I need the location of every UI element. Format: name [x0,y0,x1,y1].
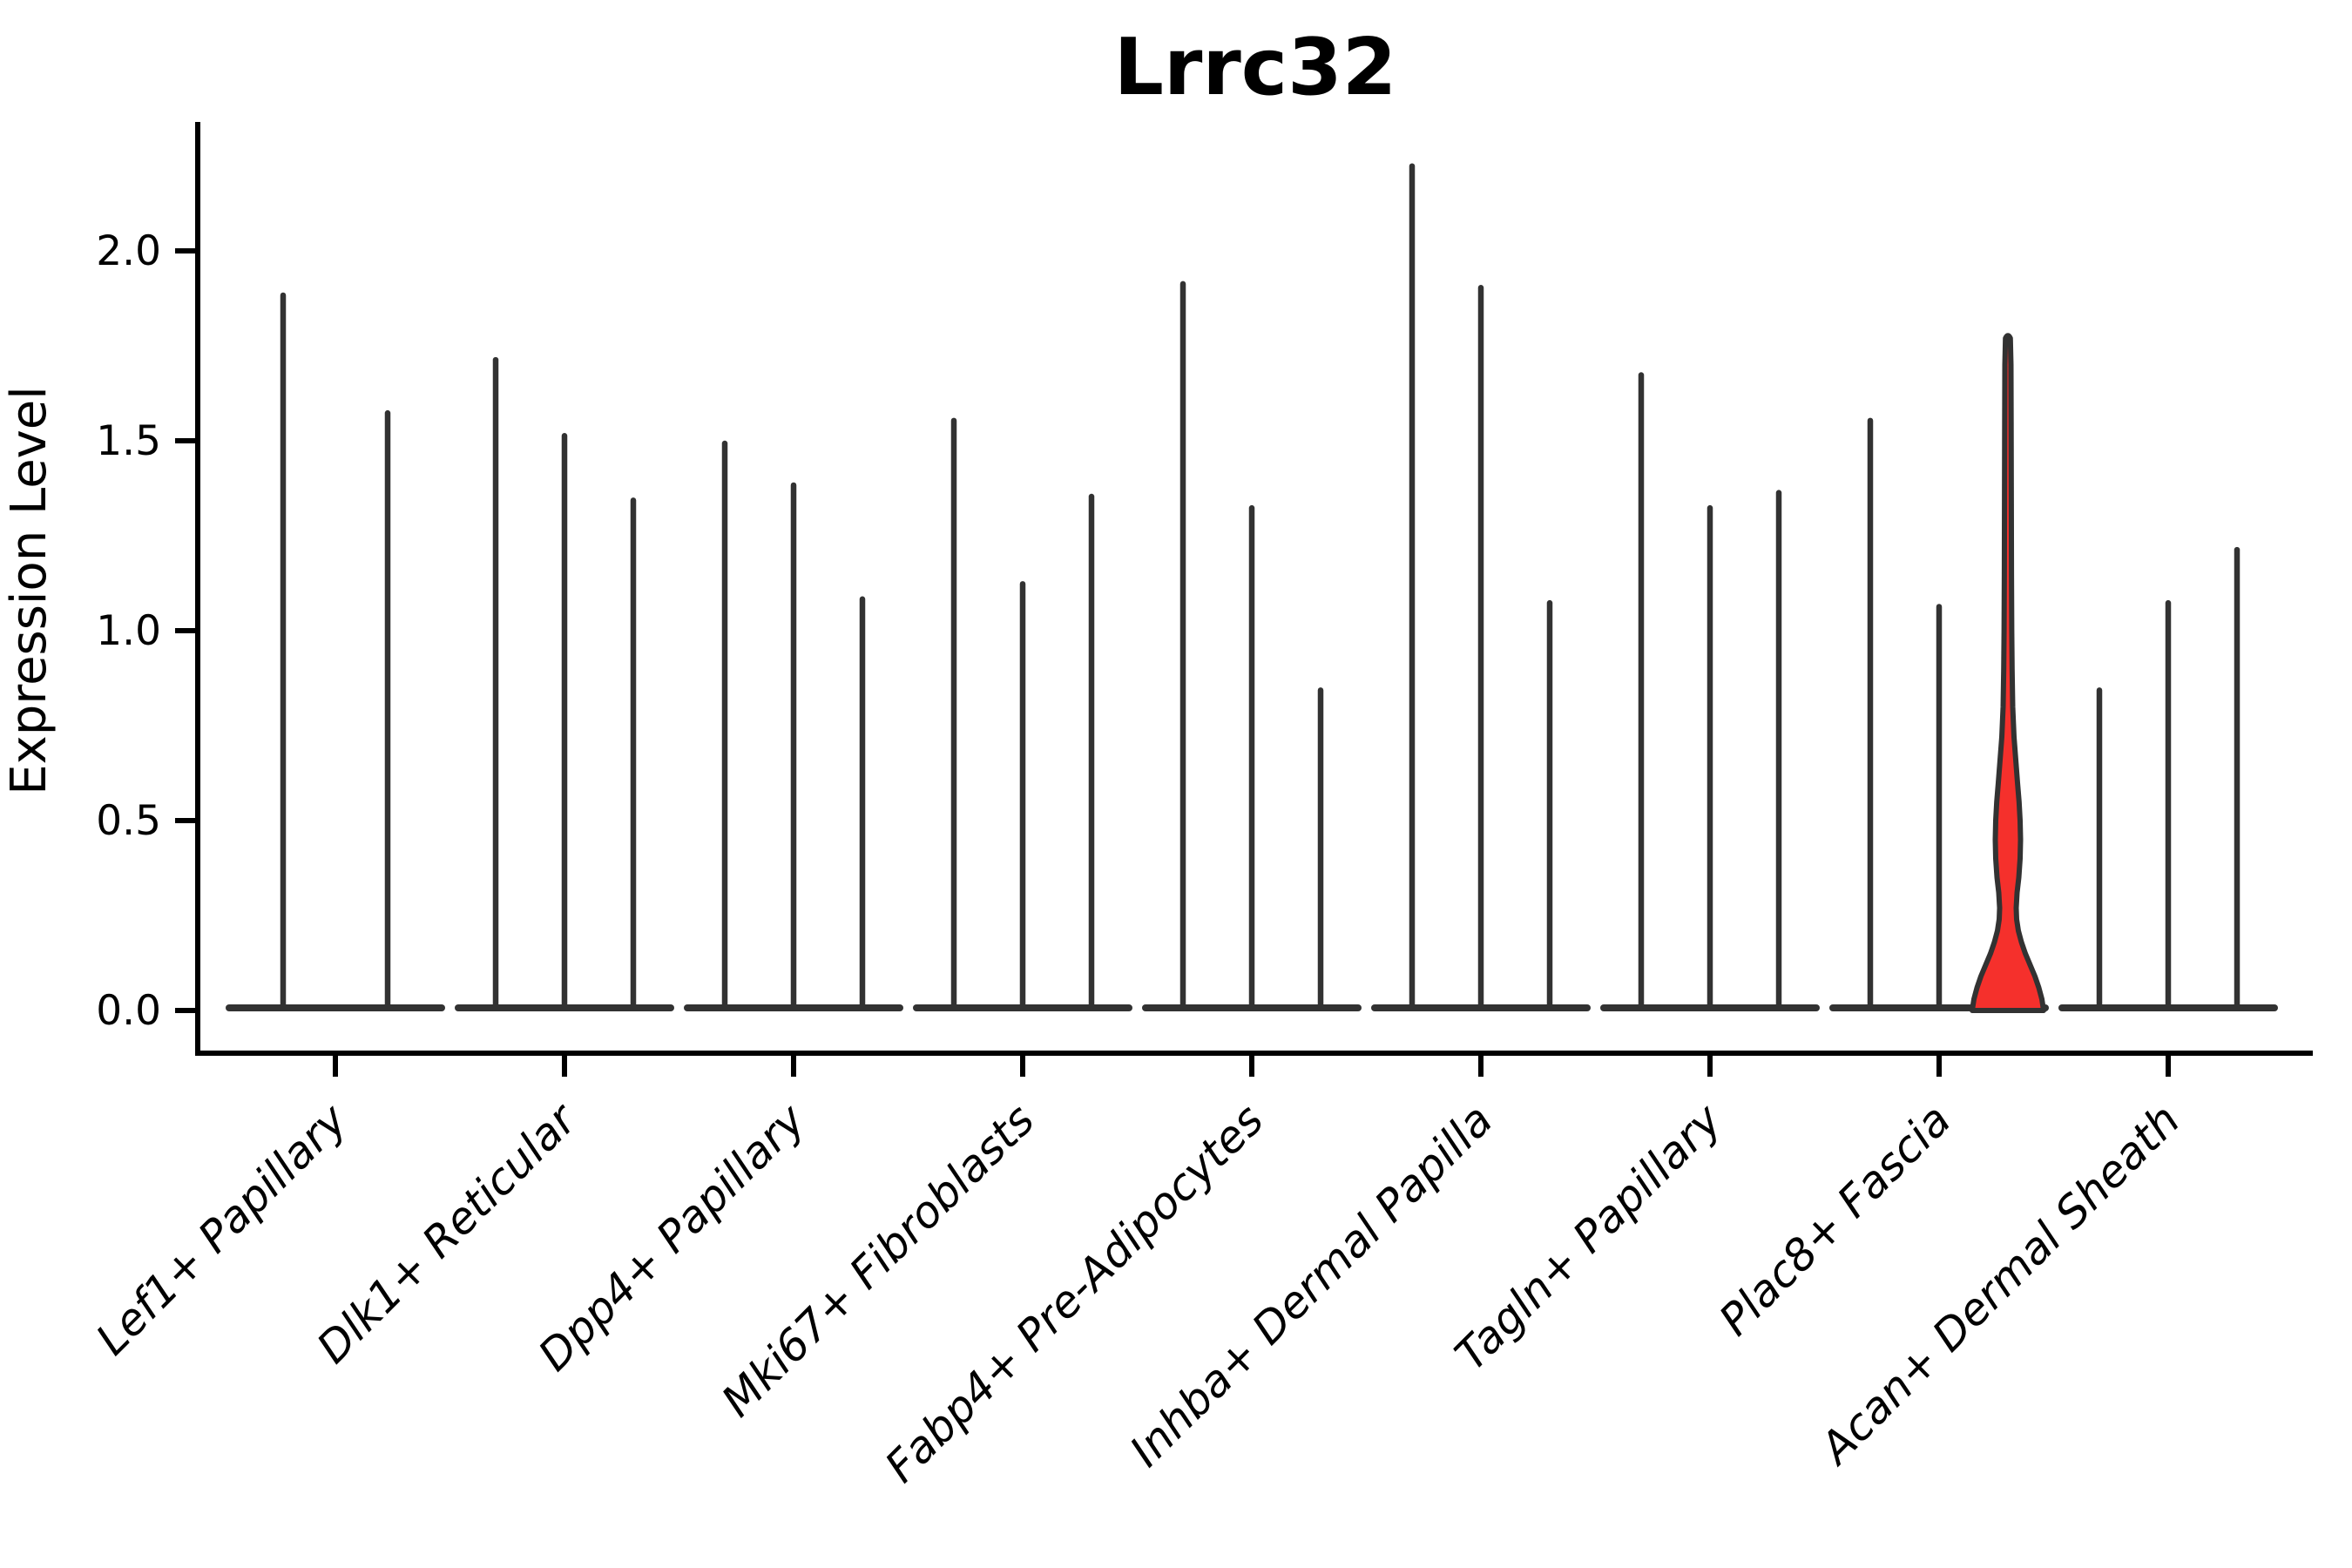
x-tick-label: Inhba+ Dermal Papilla [1120,1094,1502,1476]
x-tick-label: Acan+ Dermal Sheath [1809,1094,2190,1475]
y-tick-label: 0.0 [96,987,161,1035]
y-tick-label: 1.0 [96,607,161,655]
highlight-violin [1970,333,2046,1013]
x-tick-label: Lef1+ Papillary [86,1093,357,1364]
y-axis-label: Expression Level [1,386,57,795]
x-tick-label: Plac8+ Fascia [1710,1094,1961,1345]
x-tick-label: Fabp4+ Pre-Adipocytes [875,1094,1274,1492]
y-tick-label: 0.5 [96,797,161,845]
y-tick-label: 1.5 [96,417,161,465]
y-tick-label: 2.0 [96,227,161,275]
chart-title: Lrrc32 [1114,22,1397,113]
